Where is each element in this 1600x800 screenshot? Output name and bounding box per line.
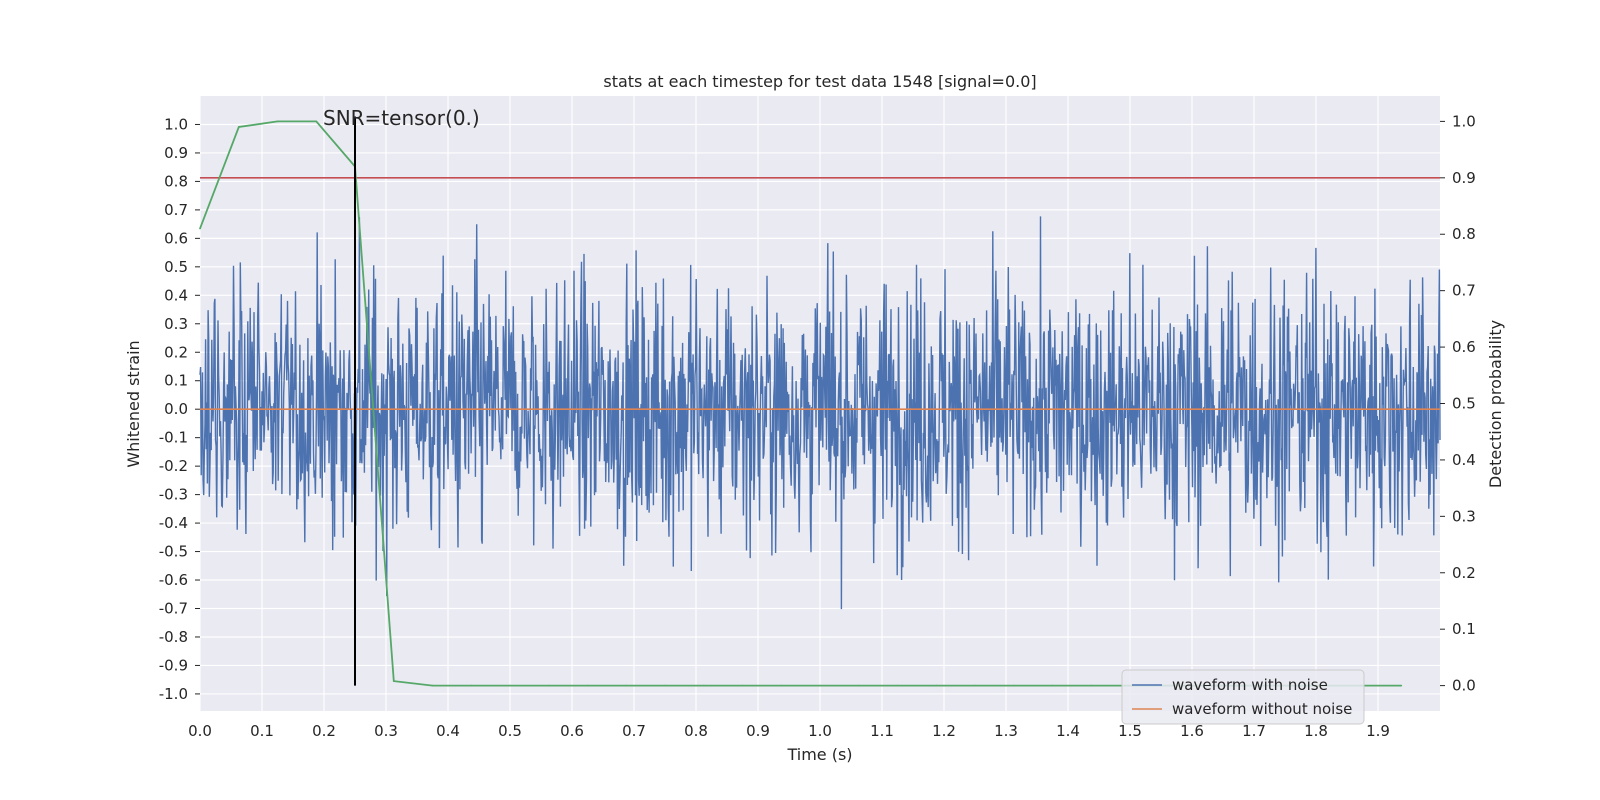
y-tick-label: -0.7 [159, 600, 188, 618]
y-tick-label: -0.8 [159, 628, 188, 646]
legend-label-clean: waveform without noise [1172, 700, 1352, 718]
x-tick-label: 0.9 [746, 722, 770, 740]
y-tick-label: -0.1 [159, 429, 188, 447]
y-right-tick-label: 0.2 [1452, 564, 1476, 582]
detection-probability-point [509, 684, 511, 687]
y-right-tick-label: 0.3 [1452, 507, 1476, 525]
legend: waveform with noise waveform without noi… [1121, 669, 1365, 725]
y-tick-label: 0.9 [164, 144, 188, 162]
x-tick-label: 1.1 [870, 722, 894, 740]
x-tick-label: 0.0 [188, 722, 212, 740]
y-right-axis-label: Detection probability [1486, 320, 1505, 488]
y-tick-label: 0.1 [164, 372, 188, 390]
y-tick-label: 0.6 [164, 229, 188, 247]
x-tick-label: 0.3 [374, 722, 398, 740]
detection-probability-point [199, 227, 201, 230]
x-tick-label: 0.2 [312, 722, 336, 740]
detection-probability-point [819, 684, 821, 687]
y-right-tick-label: 0.7 [1452, 282, 1476, 300]
x-tick-label: 0.7 [622, 722, 646, 740]
y-tick-label: 0.0 [164, 400, 188, 418]
x-tick-label: 1.0 [808, 722, 832, 740]
snr-annotation: SNR=tensor(0.) [323, 106, 480, 130]
y-right-tick-label: 0.6 [1452, 338, 1476, 356]
x-tick-label: 1.2 [932, 722, 956, 740]
x-tick-label: 1.7 [1242, 722, 1266, 740]
x-tick-label: 1.6 [1180, 722, 1204, 740]
y-tick-label: 1.0 [164, 115, 188, 133]
detection-probability-point [896, 684, 899, 687]
y-tick-label: -0.2 [159, 457, 188, 475]
detection-probability-point [470, 684, 473, 687]
y-axis-label: Whitened strain [124, 340, 143, 467]
detection-probability-point [664, 684, 666, 687]
detection-probability-point [780, 684, 783, 687]
y-right-tick-label: 0.1 [1452, 620, 1476, 638]
y-tick-label: 0.3 [164, 315, 188, 333]
detection-probability-point [1090, 684, 1093, 687]
x-tick-label: 0.6 [560, 722, 584, 740]
detection-probability-point [238, 126, 240, 128]
y-tick-label: -0.3 [159, 486, 188, 504]
x-tick-label: 1.4 [1056, 722, 1080, 740]
x-tick-label: 1.8 [1304, 722, 1328, 740]
y-right-tick-labels: 1.0 0.9 0.8 0.7 0.6 0.5 0.4 0.3 0.2 0.1 0.0 [1440, 112, 1476, 695]
y-right-tick-label: 0.8 [1452, 225, 1476, 243]
x-tick-label: 1.5 [1118, 722, 1142, 740]
detection-probability-point [393, 680, 395, 682]
y-tick-labels: 1.0 0.9 0.8 0.7 0.6 0.5 0.4 0.3 0.2 0.1 0.0 -0.1 -0.… [159, 115, 200, 703]
detection-probability-point [1013, 684, 1015, 687]
y-right-tick-label: 1.0 [1452, 112, 1476, 130]
y-tick-label: 0.8 [164, 172, 188, 190]
x-tick-label: 0.5 [498, 722, 522, 740]
detection-probability-point [1051, 684, 1054, 687]
x-axis-label: Time (s) [786, 745, 852, 764]
detection-probability-point [625, 684, 628, 687]
y-tick-label: 0.2 [164, 343, 188, 361]
y-tick-label: 0.5 [164, 258, 188, 276]
detection-probability-point [586, 684, 589, 687]
y-right-tick-label: 0.0 [1452, 677, 1476, 695]
detection-probability-point [431, 684, 434, 687]
y-right-tick-label: 0.4 [1452, 451, 1476, 469]
legend-box [1121, 669, 1365, 725]
detection-probability-point [276, 120, 279, 123]
detection-probability-point [741, 684, 744, 687]
x-tick-label: 1.9 [1366, 722, 1390, 740]
detection-probability-point [703, 684, 705, 687]
y-tick-label: -0.4 [159, 514, 188, 532]
chart-title: stats at each timestep for test data 154… [603, 72, 1036, 91]
detection-probability-point [315, 120, 318, 123]
detection-probability-point [858, 684, 860, 687]
legend-label-noise: waveform with noise [1172, 676, 1328, 694]
y-tick-label: -0.5 [159, 543, 188, 561]
y-tick-label: -1.0 [159, 685, 188, 703]
y-right-tick-label: 0.9 [1452, 169, 1476, 187]
x-tick-label: 0.8 [684, 722, 708, 740]
x-tick-labels: 0.0 0.1 0.2 0.3 0.4 0.5 0.6 0.7 0.8 0.9 1.0 1.1 1.2 1… [188, 722, 1390, 740]
y-tick-label: -0.6 [159, 571, 188, 589]
detection-probability-point [1400, 684, 1403, 687]
y-tick-label: -0.9 [159, 656, 188, 674]
y-tick-label: 0.4 [164, 286, 188, 304]
series-line-waveform-with-noise [199, 216, 1441, 610]
x-tick-label: 1.3 [994, 722, 1018, 740]
x-tick-label: 0.4 [436, 722, 460, 740]
detection-probability-point [935, 684, 938, 687]
y-tick-label: 0.7 [164, 201, 188, 219]
y-right-tick-label: 0.5 [1452, 395, 1476, 413]
x-tick-label: 0.1 [250, 722, 274, 740]
detection-probability-point [974, 684, 976, 687]
detection-probability-point [548, 684, 550, 687]
